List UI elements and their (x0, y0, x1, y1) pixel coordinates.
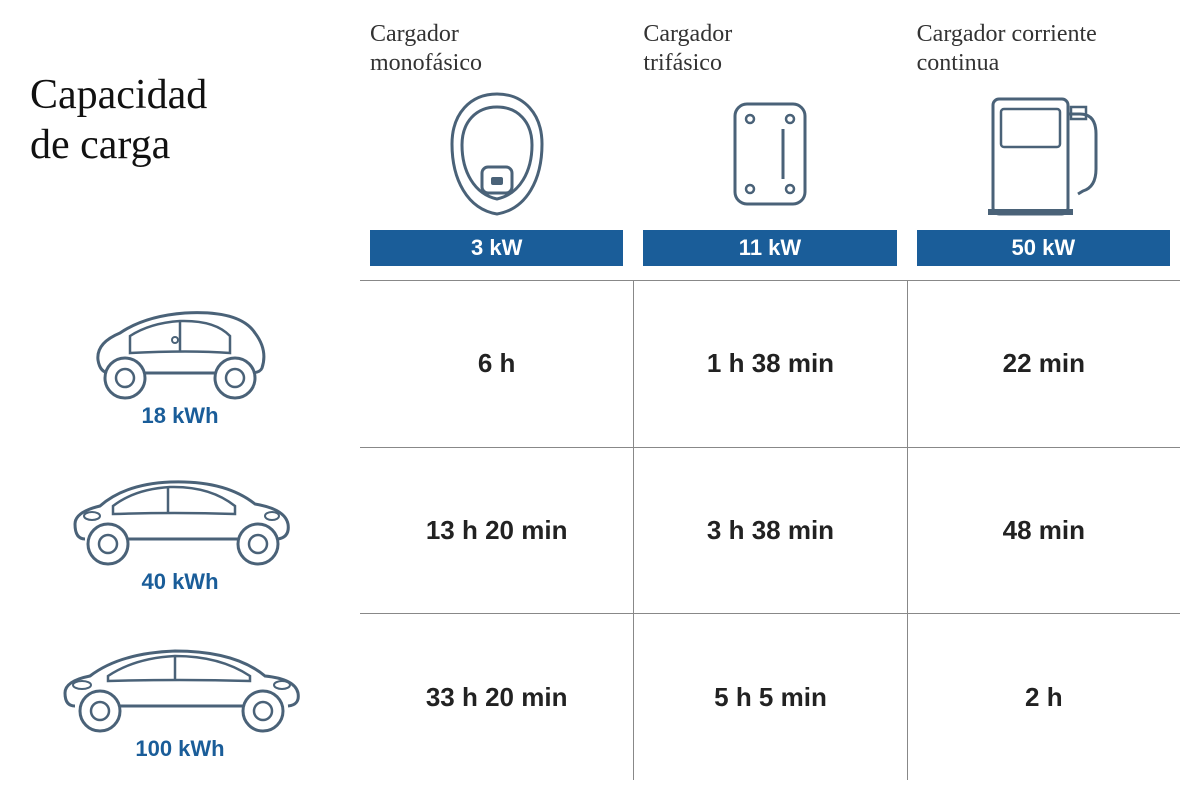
power-badge-50kw: 50 kW (917, 230, 1170, 266)
charging-comparison-table: Capacidadde carga Cargadormonofásico Car… (20, 20, 1180, 780)
charger-label: Cargadortrifásico (643, 20, 732, 78)
time-cell: 33 h 20 min (360, 613, 633, 780)
vehicle-hatch: 40 kWh (20, 447, 360, 614)
vehicle-small: 18 kWh (20, 280, 360, 447)
charger-header-dc: Cargador corrientecontinua (907, 20, 1180, 230)
wallbox-rounded-icon (370, 78, 623, 230)
car-small-icon (50, 298, 310, 408)
time-cell: 6 h (360, 280, 633, 447)
time-cell: 13 h 20 min (360, 447, 633, 614)
page-title: Capacidadde carga (20, 20, 360, 280)
vehicle-capacity-label: 18 kWh (141, 403, 218, 429)
wallbox-rect-icon (643, 78, 896, 230)
vehicle-sedan: 100 kWh (20, 613, 360, 780)
car-hatch-icon (50, 464, 310, 574)
time-cell: 48 min (907, 447, 1180, 614)
time-cell: 2 h (907, 613, 1180, 780)
charger-header-monofasico: Cargadormonofásico (360, 20, 633, 230)
vehicle-capacity-label: 40 kWh (141, 569, 218, 595)
time-cell: 22 min (907, 280, 1180, 447)
vehicle-capacity-label: 100 kWh (135, 736, 224, 762)
time-cell: 1 h 38 min (633, 280, 906, 447)
power-badge-11kw: 11 kW (643, 230, 896, 266)
power-badge-3kw: 3 kW (370, 230, 623, 266)
time-cell: 5 h 5 min (633, 613, 906, 780)
charger-label: Cargadormonofásico (370, 20, 482, 78)
time-cell: 3 h 38 min (633, 447, 906, 614)
dc-station-icon (917, 78, 1170, 230)
charger-header-trifasico: Cargadortrifásico (633, 20, 906, 230)
charger-label: Cargador corrientecontinua (917, 20, 1097, 78)
car-sedan-icon (50, 631, 310, 741)
